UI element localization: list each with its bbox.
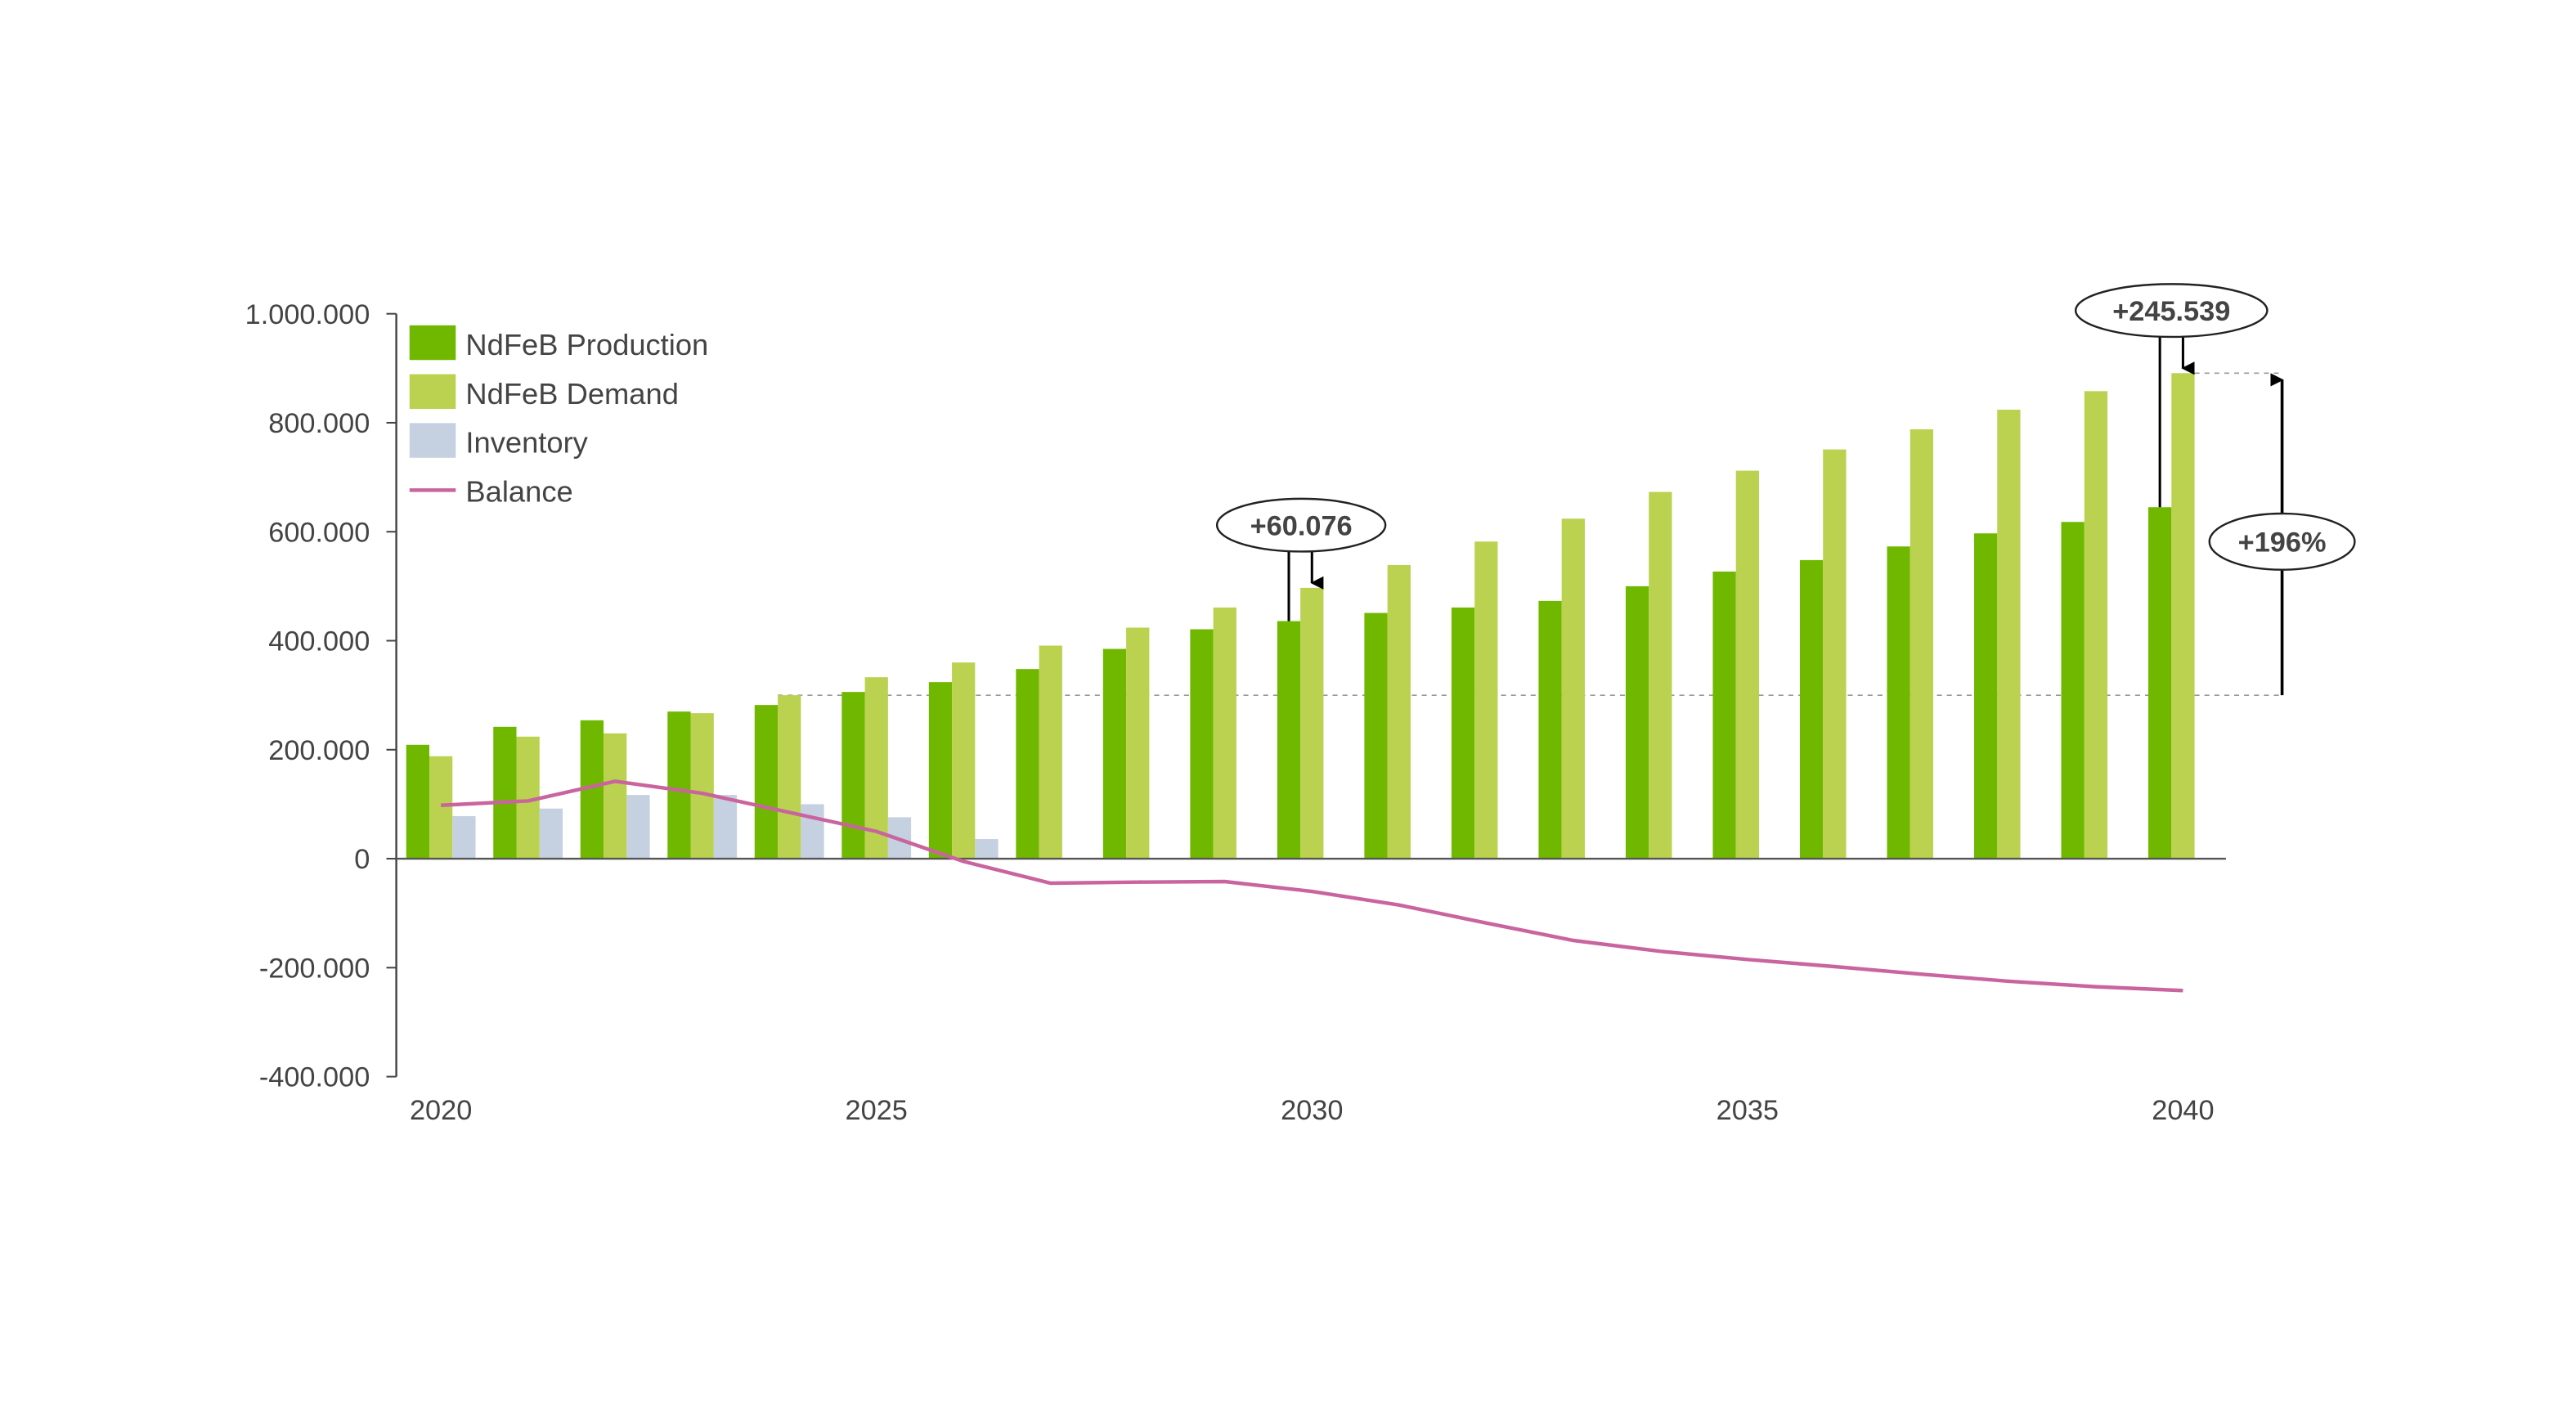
bar-ndfeb-production-2023 [667,711,691,859]
legend-swatch [409,423,456,458]
bar-ndfeb-demand-2031 [1387,564,1411,859]
bar-ndfeb-production-2027 [1016,669,1039,859]
bar-ndfeb-production-2038 [1973,533,1998,859]
y-tick-label: 1.000.000 [245,299,370,330]
annotations: +60.076 +245.539 +196% [1215,283,2356,696]
y-tick-label: 400.000 [268,626,370,657]
bar-ndfeb-demand-2036 [1823,449,1847,859]
annotation-bubble [1215,497,1387,553]
bar-ndfeb-demand-2024 [778,695,801,859]
bar-ndfeb-production-2032 [1451,607,1475,859]
axes: 1.000.000 800.000 600.000 400.000 200.000 0 -2… [245,299,2226,1126]
legend-label: Inventory [465,426,588,460]
y-tick-label: -200.000 [259,953,370,984]
y-tick-label: 800.000 [268,408,370,439]
bar-ndfeb-production-2036 [1799,559,1824,859]
balance-line-group [441,779,2183,993]
bar-ndfeb-demand-2039 [2084,391,2108,859]
y-tick-label: 0 [354,844,370,875]
x-tick-label: 2020 [410,1095,472,1126]
bar-inventory-2020 [452,816,476,859]
bar-ndfeb-production-2026 [928,682,953,859]
bar-ndfeb-production-2039 [2061,522,2085,859]
growth-bubble [2208,512,2356,571]
bar-inventory-2023 [713,795,738,859]
bar-ndfeb-production-2028 [1102,648,1127,859]
y-tick-label: 200.000 [268,735,370,766]
bar-ndfeb-production-2033 [1538,600,1562,859]
bar-ndfeb-demand-2020 [429,756,453,859]
bar-ndfeb-demand-2038 [1997,409,2021,859]
bar-ndfeb-production-2031 [1364,613,1388,859]
bar-inventory-2026 [975,839,999,859]
y-tick-label: -400.000 [259,1062,370,1093]
growth-label: +196% [2238,527,2327,558]
bar-ndfeb-demand-2029 [1213,607,1236,859]
bar-ndfeb-production-2020 [406,744,429,859]
legend: NdFeB Production NdFeB Demand Inventory Bal… [409,325,708,508]
legend-label: NdFeB Demand [465,377,678,411]
x-tick-label: 2035 [1717,1095,1779,1126]
annotation-bubble [2074,283,2269,339]
annotation-label: +60.076 [1250,510,1353,541]
bar-ndfeb-demand-2022 [604,733,627,859]
bar-ndfeb-demand-2037 [1910,429,1934,859]
bar-ndfeb-production-2040 [2148,507,2172,859]
bar-ndfeb-demand-2040 [2171,373,2195,859]
bars [406,373,2195,859]
bar-ndfeb-demand-2027 [1039,645,1062,859]
bar-ndfeb-production-2029 [1190,629,1214,859]
bar-ndfeb-demand-2032 [1474,541,1498,859]
legend-swatch [409,325,456,361]
legend-swatch [409,374,456,410]
balance-line [441,779,2183,993]
bar-ndfeb-demand-2033 [1561,518,1585,859]
bar-ndfeb-production-2035 [1712,571,1736,859]
bar-inventory-2021 [539,808,563,859]
bar-ndfeb-demand-2026 [952,662,976,859]
x-tick-label: 2030 [1281,1095,1343,1126]
legend-label: NdFeB Production [465,328,708,361]
bar-inventory-2024 [801,804,824,859]
y-tick-label: 600.000 [268,517,370,548]
legend-label: Balance [465,474,572,508]
bar-ndfeb-production-2025 [841,692,865,859]
bar-ndfeb-demand-2035 [1735,470,1759,859]
bar-ndfeb-production-2037 [1887,546,1910,859]
x-tick-label: 2025 [846,1095,908,1126]
bar-ndfeb-production-2034 [1625,586,1649,859]
bar-ndfeb-production-2021 [493,726,517,859]
bar-ndfeb-demand-2028 [1126,627,1150,859]
bar-ndfeb-production-2024 [754,705,779,859]
bar-ndfeb-production-2030 [1277,621,1301,859]
bar-inventory-2022 [626,795,650,859]
reference-lines [778,372,2282,696]
x-tick-label: 2040 [2152,1095,2214,1126]
annotation-label: +245.539 [2112,296,2230,327]
bar-ndfeb-demand-2034 [1649,491,1672,859]
bar-ndfeb-demand-2030 [1300,587,1324,859]
bar-ndfeb-demand-2023 [690,713,714,859]
